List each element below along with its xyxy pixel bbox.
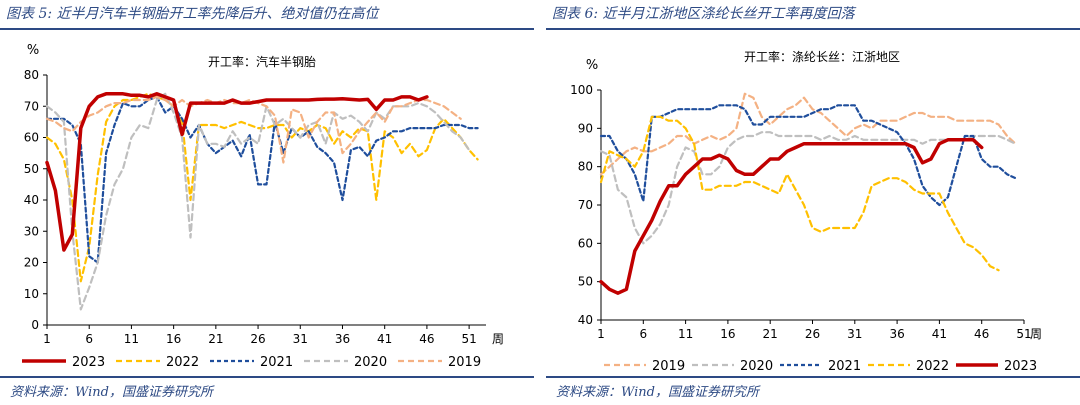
series-line-2021 [599, 104, 1017, 207]
figure-title: 图表 5: 近半月汽车半钢胎开工率先降后升、绝对值仍在高位 [6, 6, 379, 22]
source-rule [0, 376, 534, 378]
series-line-2019 [599, 92, 1017, 176]
chart-title: 开工率：涤纶长丝：江浙地区 [744, 49, 900, 64]
x-tick-label: 6 [639, 327, 647, 341]
x-tick-label: 1 [597, 327, 605, 341]
x-tick-label: 51 [461, 332, 476, 346]
series-line-2020 [599, 131, 1017, 245]
y-tick-label: 100 [570, 83, 593, 97]
y-tick-label: 60 [24, 131, 39, 145]
y-tick-label: 80 [578, 160, 593, 174]
legend-label-2019: 2019 [652, 359, 685, 374]
x-tick-label: 11 [678, 327, 693, 341]
legend-label-2020: 2020 [354, 355, 387, 370]
x-tick-label: 1 [43, 332, 51, 346]
y-tick-label: 50 [578, 275, 593, 289]
x-tick-label: 26 [250, 332, 265, 346]
y-tick-label: 20 [24, 256, 39, 270]
legend-label-2021: 2021 [828, 359, 861, 374]
x-tick-label: 16 [166, 332, 181, 346]
x-axis-unit: 周 [1030, 327, 1042, 341]
y-tick-label: 80 [24, 68, 39, 82]
title-rule [0, 28, 534, 30]
y-tick-label: 40 [578, 313, 593, 327]
x-tick-label: 41 [932, 327, 947, 341]
x-tick-label: 46 [974, 327, 989, 341]
series-line-2021 [45, 95, 479, 264]
x-tick-label: 21 [208, 332, 223, 346]
y-tick-label: 0 [31, 318, 39, 332]
legend-label-2021: 2021 [260, 355, 293, 370]
x-tick-label: 11 [124, 332, 139, 346]
source-note: 资料来源：Wind，国盛证券研究所 [556, 385, 759, 400]
x-tick-label: 36 [889, 327, 904, 341]
source-note: 资料来源：Wind，国盛证券研究所 [10, 385, 213, 400]
legend-label-2023: 2023 [72, 355, 105, 370]
x-tick-label: 16 [720, 327, 735, 341]
legend-label-2022: 2022 [916, 359, 949, 374]
x-axis-unit: 周 [492, 332, 504, 346]
y-tick-label: 10 [24, 287, 39, 301]
series-line-2019 [45, 95, 462, 164]
y-tick-label: 40 [24, 193, 39, 207]
legend-label-2019: 2019 [448, 355, 481, 370]
chart-panel-polyester: 图表 6: 近半月江浙地区涤纶长丝开工率再度回落 开工率：涤纶长丝：江浙地区% 4… [546, 0, 1080, 405]
y-tick-label: 50 [24, 162, 39, 176]
series-line-2023 [599, 138, 984, 295]
x-tick-label: 41 [377, 332, 392, 346]
series-line-2020 [45, 92, 471, 311]
y-tick-label: 70 [24, 99, 39, 113]
title-rule [546, 28, 1080, 30]
x-tick-label: 31 [293, 332, 308, 346]
series-line-2022 [599, 115, 1000, 272]
legend-label-2023: 2023 [1004, 359, 1037, 374]
y-axis-unit: % [586, 58, 598, 73]
y-tick-label: 70 [578, 198, 593, 212]
y-axis-unit: % [27, 43, 39, 58]
x-tick-label: 51 [1016, 327, 1031, 341]
source-rule [546, 376, 1080, 378]
chart-title: 开工率：汽车半钢胎 [208, 54, 316, 69]
x-tick-label: 36 [335, 332, 350, 346]
x-tick-label: 26 [805, 327, 820, 341]
y-tick-label: 90 [578, 121, 593, 135]
x-tick-label: 46 [419, 332, 434, 346]
x-tick-label: 21 [763, 327, 778, 341]
figure-title: 图表 6: 近半月江浙地区涤纶长丝开工率再度回落 [552, 6, 855, 22]
y-tick-label: 60 [578, 236, 593, 250]
x-tick-label: 6 [85, 332, 93, 346]
legend-label-2020: 2020 [740, 359, 773, 374]
x-tick-label: 31 [847, 327, 862, 341]
series-line-2023 [45, 92, 429, 252]
legend-label-2022: 2022 [166, 355, 199, 370]
chart-panel-tyre: 图表 5: 近半月汽车半钢胎开工率先降后升、绝对值仍在高位 开工率：汽车半钢胎%… [0, 0, 534, 405]
y-tick-label: 30 [24, 224, 39, 238]
